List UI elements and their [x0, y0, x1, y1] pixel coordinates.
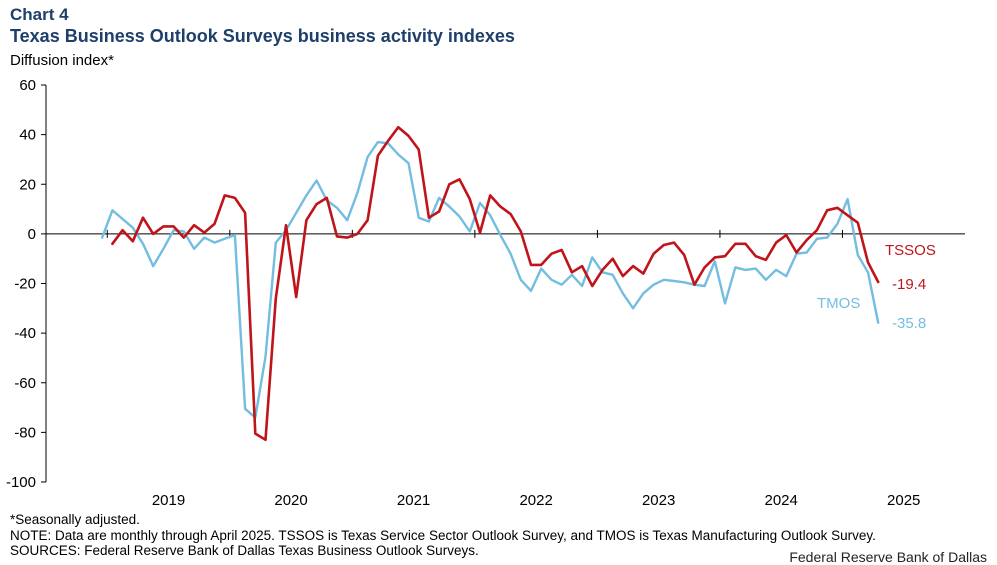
footnote-seasonal: *Seasonally adjusted.	[10, 512, 140, 527]
chart-number: Chart 4	[10, 5, 69, 24]
y-tick-label: -60	[14, 375, 36, 392]
x-tick-label: 2020	[274, 492, 307, 509]
y-tick-label: 40	[19, 127, 36, 144]
x-tick-label: 2023	[642, 492, 675, 509]
series-label-tssos: TSSOS	[885, 242, 936, 259]
x-tick-label: 2022	[519, 492, 552, 509]
series-line-tmos	[100, 140, 880, 419]
footnote-note: NOTE: Data are monthly through April 202…	[10, 528, 876, 543]
y-tick-label: -20	[14, 276, 36, 293]
y-tick-label: -100	[6, 474, 36, 491]
x-tick-label: 2019	[152, 492, 185, 509]
x-tick-label: 2024	[765, 492, 798, 509]
y-tick-label: 20	[19, 176, 36, 193]
x-tick-label: 2025	[887, 492, 920, 509]
series-line-tssos	[111, 125, 880, 442]
y-axis-label: Diffusion index*	[10, 52, 114, 69]
y-tick-label: -40	[14, 325, 36, 342]
end-value-tssos: -19.4	[892, 276, 926, 293]
y-tick-label: 60	[19, 77, 36, 94]
footnote-sources: SOURCES: Federal Reserve Bank of Dallas …	[10, 543, 479, 558]
y-tick-label: -80	[14, 424, 36, 441]
x-tick-label: 2021	[397, 492, 430, 509]
series-label-tmos: TMOS	[817, 295, 860, 312]
chart-title: Texas Business Outlook Surveys business …	[10, 26, 515, 46]
source-credit: Federal Reserve Bank of Dallas	[789, 549, 987, 565]
y-tick-label: 0	[28, 226, 36, 243]
end-value-tmos: -35.8	[892, 315, 926, 332]
